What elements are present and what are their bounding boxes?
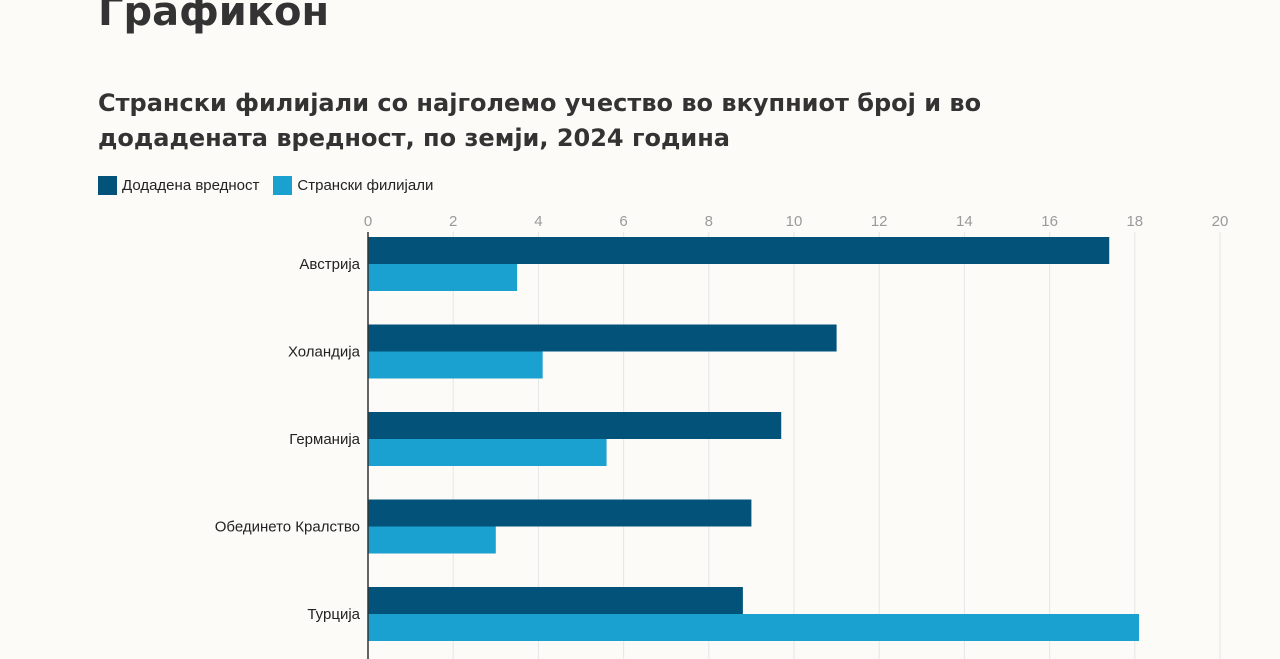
x-tick-label: 10 [786,213,803,230]
legend-label-foreign-affiliates: Странски филијали [297,176,434,194]
category-label: Турција [307,606,360,623]
legend-swatch-value-added [98,175,117,195]
bar [368,324,837,352]
x-tick-label: 12 [871,213,888,230]
legend-item-value-added[interactable]: Додадена вредност [98,175,260,195]
bar [368,264,518,291]
x-tick-label: 18 [1126,213,1143,230]
legend-swatch-foreign-affiliates [273,175,293,195]
x-tick-label: 16 [1041,213,1058,230]
legend-label-value-added: Додадена вредност [122,176,260,194]
x-tick-label: 8 [705,213,713,230]
x-tick-label: 0 [364,213,372,230]
bar [368,526,496,554]
x-tick-label: 4 [534,213,542,230]
x-tick-label: 2 [449,213,457,230]
category-label: Холандија [288,344,361,361]
category-label: Австрија [299,256,360,273]
category-label: Германија [289,431,360,448]
legend-item-foreign-affiliates[interactable]: Странски филијали [273,175,434,195]
bar [368,351,543,379]
bar [368,412,782,439]
chart-title: Странски филијали со најголемо учество в… [98,89,982,152]
x-tick-label: 14 [956,213,973,230]
x-tick-label: 6 [619,213,627,230]
bar [368,587,743,614]
bar [368,439,607,466]
bar [368,499,752,527]
bar [368,237,1110,264]
x-tick-label: 20 [1212,213,1229,230]
page-heading: Графикон [98,0,330,35]
bar [368,614,1140,641]
chart-legend: Додадена вредност Странски филијали [98,174,447,196]
category-label: Обединето Кралство [215,519,360,536]
